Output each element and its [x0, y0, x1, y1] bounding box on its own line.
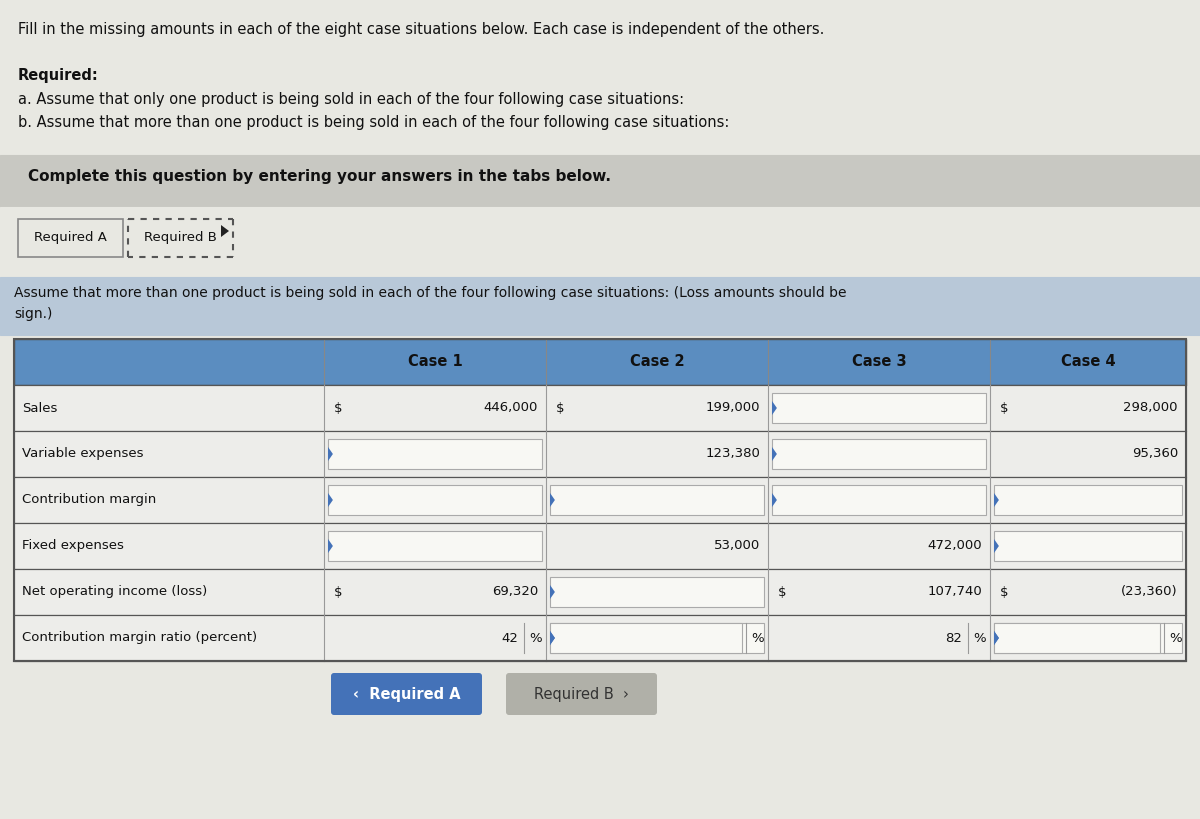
- Text: Contribution margin: Contribution margin: [22, 494, 156, 506]
- Text: Case 4: Case 4: [1061, 355, 1115, 369]
- Bar: [994, 623, 1182, 653]
- Text: 107,740: 107,740: [928, 586, 982, 599]
- Text: Complete this question by entering your answers in the tabs below.: Complete this question by entering your …: [28, 169, 611, 184]
- Polygon shape: [772, 493, 776, 507]
- Text: Contribution margin ratio (percent): Contribution margin ratio (percent): [22, 631, 257, 645]
- Text: Assume that more than one product is being sold in each of the four following ca: Assume that more than one product is bei…: [14, 286, 846, 300]
- Polygon shape: [772, 401, 776, 415]
- Polygon shape: [994, 539, 998, 553]
- Text: Required B: Required B: [144, 232, 217, 245]
- Polygon shape: [550, 631, 554, 645]
- Text: 298,000: 298,000: [1123, 401, 1178, 414]
- Text: $: $: [334, 586, 342, 599]
- Text: Case 2: Case 2: [630, 355, 684, 369]
- Bar: [14, 477, 1186, 523]
- FancyBboxPatch shape: [331, 673, 482, 715]
- Text: Required A: Required A: [34, 232, 107, 245]
- Bar: [14, 569, 1186, 615]
- Polygon shape: [328, 539, 332, 553]
- Text: (23,360): (23,360): [1121, 586, 1178, 599]
- Text: 42: 42: [502, 631, 518, 645]
- Bar: [550, 577, 764, 607]
- Text: %: %: [529, 631, 542, 645]
- Bar: [994, 623, 1160, 653]
- Polygon shape: [550, 631, 554, 645]
- Text: 69,320: 69,320: [492, 586, 538, 599]
- Text: Required:: Required:: [18, 68, 98, 83]
- Bar: [0, 277, 1200, 335]
- Text: Case 1: Case 1: [408, 355, 462, 369]
- Text: $: $: [778, 586, 786, 599]
- Bar: [328, 485, 542, 515]
- Text: Required B  ›: Required B ›: [534, 686, 629, 702]
- Text: %: %: [973, 631, 986, 645]
- Polygon shape: [328, 493, 332, 507]
- Text: $: $: [334, 401, 342, 414]
- Bar: [772, 439, 986, 469]
- Text: 82: 82: [946, 631, 962, 645]
- Text: Case 3: Case 3: [852, 355, 906, 369]
- FancyBboxPatch shape: [506, 673, 658, 715]
- Bar: [14, 385, 1186, 431]
- Text: Fill in the missing amounts in each of the eight case situations below. Each cas: Fill in the missing amounts in each of t…: [18, 22, 824, 37]
- Text: Fixed expenses: Fixed expenses: [22, 540, 124, 553]
- Bar: [550, 485, 764, 515]
- Bar: [994, 485, 1182, 515]
- Polygon shape: [550, 493, 554, 507]
- Text: $: $: [556, 401, 564, 414]
- Polygon shape: [550, 585, 554, 599]
- Bar: [0, 207, 1200, 277]
- Bar: [128, 219, 233, 257]
- Bar: [772, 485, 986, 515]
- Text: 472,000: 472,000: [928, 540, 982, 553]
- Text: 95,360: 95,360: [1132, 447, 1178, 460]
- Text: $: $: [1000, 586, 1008, 599]
- Polygon shape: [221, 225, 229, 237]
- Text: a. Assume that only one product is being sold in each of the four following case: a. Assume that only one product is being…: [18, 92, 684, 107]
- Polygon shape: [994, 631, 998, 645]
- Bar: [328, 439, 542, 469]
- Polygon shape: [328, 447, 332, 461]
- Text: Sales: Sales: [22, 401, 58, 414]
- Text: b. Assume that more than one product is being sold in each of the four following: b. Assume that more than one product is …: [18, 115, 730, 130]
- Text: Net operating income (loss): Net operating income (loss): [22, 586, 208, 599]
- Bar: [14, 339, 1186, 661]
- Text: ‹  Required A: ‹ Required A: [353, 686, 461, 702]
- Polygon shape: [772, 447, 776, 461]
- Bar: [328, 531, 542, 561]
- Text: sign.): sign.): [14, 307, 53, 321]
- Text: 446,000: 446,000: [484, 401, 538, 414]
- Bar: [18, 219, 124, 257]
- Bar: [0, 155, 1200, 207]
- Bar: [0, 722, 1200, 819]
- Bar: [772, 393, 986, 423]
- Polygon shape: [994, 493, 998, 507]
- Text: %: %: [1170, 631, 1182, 645]
- Text: 199,000: 199,000: [706, 401, 760, 414]
- Text: 123,380: 123,380: [706, 447, 760, 460]
- Polygon shape: [994, 631, 998, 645]
- Text: Variable expenses: Variable expenses: [22, 447, 144, 460]
- Bar: [14, 523, 1186, 569]
- Text: $: $: [1000, 401, 1008, 414]
- Text: 53,000: 53,000: [714, 540, 760, 553]
- Text: %: %: [751, 631, 764, 645]
- Bar: [14, 339, 1186, 385]
- Bar: [550, 623, 742, 653]
- Bar: [994, 531, 1182, 561]
- Bar: [14, 431, 1186, 477]
- Bar: [550, 623, 764, 653]
- Bar: [14, 615, 1186, 661]
